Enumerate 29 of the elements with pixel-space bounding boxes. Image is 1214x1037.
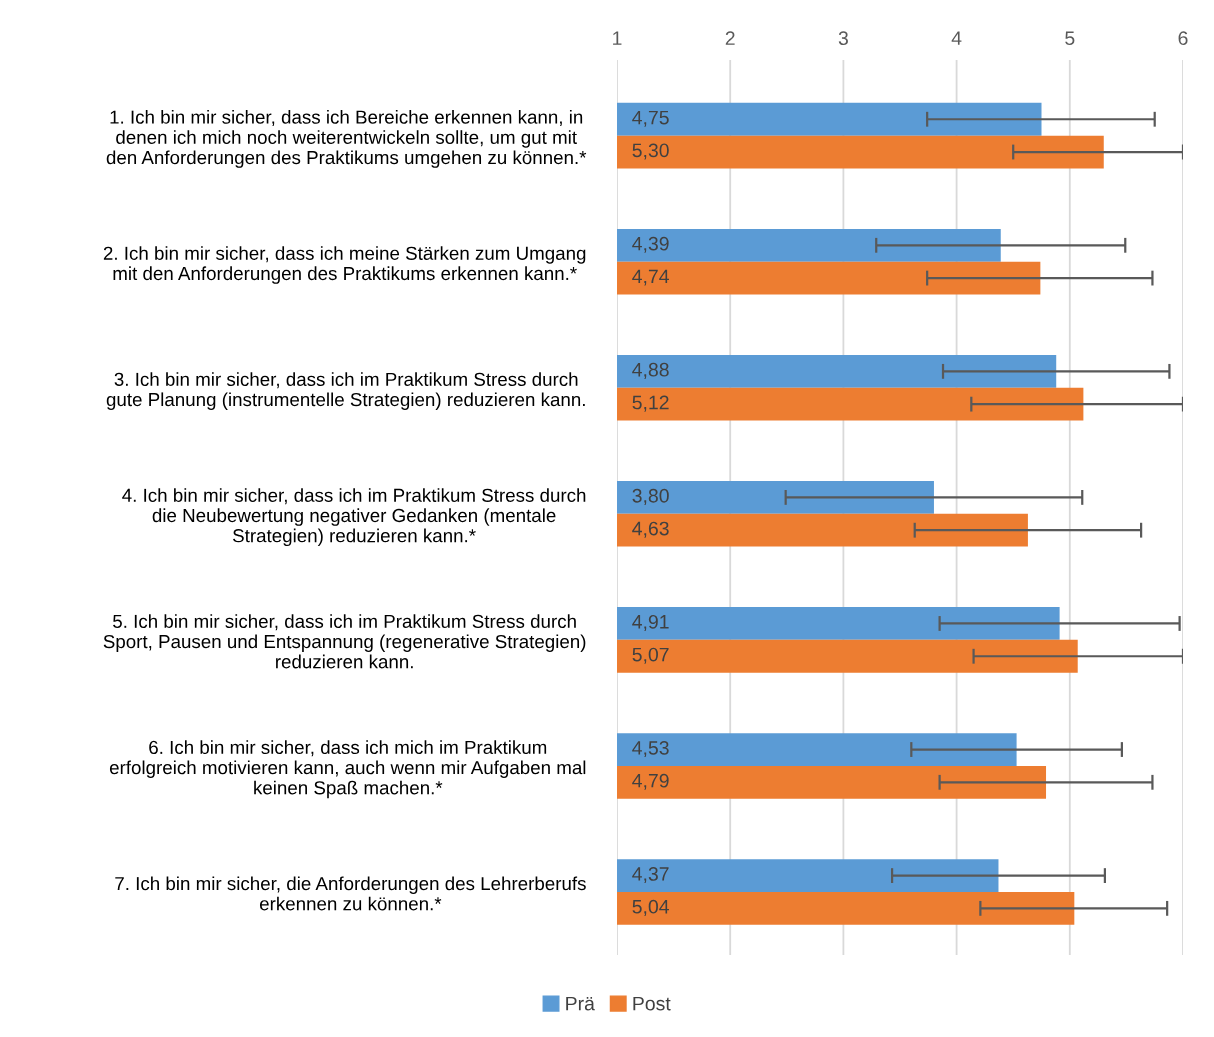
data-label: 4,53 (632, 740, 669, 758)
data-label: 4,74 (632, 269, 669, 286)
y-tick-label: 5. Ich bin mir sicher, dass ich im Praktikum Stress durch Sport, Pausen und Entspannung (regenerative Strategien) reduzieren kann. (103, 614, 586, 669)
data-label: 5,04 (632, 899, 669, 916)
y-tick-label: 4. Ich bin mir sicher, dass ich im Praktikum Stress durch die Neubewertung negativer Gedanken (mentale Strategien) reduzieren kann.* (122, 488, 586, 547)
y-tick-label: 7. Ich bin mir sicher, die Anforderungen des Lehrerberufs erkennen zu können.* (115, 876, 586, 911)
y-tick-label: 3. Ich bin mir sicher, dass ich im Praktikum Stress durch gute Planung (instrumentelle Strategien) reduzieren kann. (106, 372, 585, 410)
data-label: 4,91 (632, 614, 669, 631)
data-label: 5,07 (632, 647, 669, 664)
data-label: 4,39 (632, 236, 669, 253)
y-tick-label: 2. Ich bin mir sicher, dass ich meine Stärken zum Umgang mit den Anforderungen des Praktikums erkennen kann.* (103, 246, 586, 284)
y-tick-label: 6. Ich bin mir sicher, dass ich mich im Praktikum erfolgreich motivieren kann, auch wenn mir Aufgaben mal keinen Spaß machen.* (109, 740, 586, 799)
data-label: 5,12 (632, 395, 669, 412)
data-label: 4,79 (632, 773, 669, 790)
x-tick-label: 4 (951, 31, 962, 45)
y-tick-label: 1. Ich bin mir sicher, dass ich Bereiche erkennen kann, in denen ich mich noch weiterentwickeln sollte, um gut mit den Anforderungen des Praktikums umgehen zu können.* (106, 110, 587, 168)
data-label: 5,30 (632, 143, 669, 160)
data-label: 4,63 (632, 521, 669, 538)
x-tick-label: 1 (613, 31, 622, 45)
data-label: 4,75 (632, 110, 669, 127)
legend-label: Prä (566, 996, 595, 1011)
legend-label: Post (633, 996, 671, 1011)
data-label: 4,37 (632, 867, 669, 884)
x-tick-label: 5 (1065, 31, 1075, 46)
data-label: 4,88 (632, 362, 669, 379)
x-tick-label: 2 (725, 31, 735, 45)
x-tick-label: 6 (1178, 31, 1188, 46)
x-tick-label: 3 (838, 31, 848, 46)
data-label: 3,80 (632, 488, 669, 505)
